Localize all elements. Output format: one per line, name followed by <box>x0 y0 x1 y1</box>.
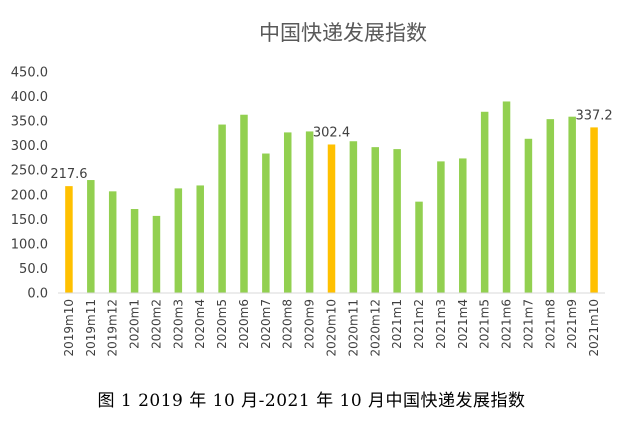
x-tick-label: 2021m2 <box>412 299 426 349</box>
x-tick-label: 2019m10 <box>62 299 76 357</box>
x-tick-label: 2020m1 <box>128 299 142 349</box>
bar-2021m9 <box>568 116 576 294</box>
x-tick-label: 2020m10 <box>325 299 339 357</box>
bar-2019m10 <box>65 186 73 293</box>
x-tick-label: 2021m8 <box>543 299 557 349</box>
y-tick-label: 200.0 <box>11 188 48 203</box>
x-tick-label: 2021m10 <box>587 299 601 357</box>
x-tick-label: 2020m9 <box>303 299 317 349</box>
y-tick-label: 250.0 <box>11 164 48 179</box>
x-tick-label: 2021m7 <box>521 299 535 349</box>
bar-2020m7 <box>262 153 270 293</box>
y-tick-label: 300.0 <box>11 139 48 154</box>
x-tick-label: 2021m3 <box>434 299 448 349</box>
x-tick-label: 2021m4 <box>456 299 470 349</box>
y-tick-label: 0.0 <box>27 287 48 302</box>
x-tick-label: 2020m5 <box>215 299 229 349</box>
y-axis: 0.0 50.0 100.0 150.0 200.0 250.0 300.0 350.0 400… <box>11 66 48 302</box>
y-tick-label: 400.0 <box>11 90 48 105</box>
y-tick-label: 350.0 <box>11 115 48 130</box>
y-tick-label: 450.0 <box>11 66 48 81</box>
bar-2019m12 <box>108 191 117 293</box>
figure-caption: 图 1 2019 年 10 月-2021 年 10 月中国快递发展指数 <box>97 391 526 411</box>
x-tick-label: 2021m5 <box>478 299 492 349</box>
bar-2021m4 <box>459 158 467 293</box>
x-tick-label: 2019m11 <box>84 299 98 357</box>
chart-title: 中国快递发展指数 <box>259 21 427 45</box>
bar-2019m11 <box>87 180 95 293</box>
data-label-2019m10: 217.6 <box>50 167 87 182</box>
bar-2021m8 <box>546 119 555 293</box>
x-tick-label: 2020m3 <box>171 299 185 349</box>
bar-2021m5 <box>480 111 489 293</box>
bar-2021m2 <box>415 201 423 293</box>
bar-2020m8 <box>283 132 292 293</box>
x-tick-label: 2021m9 <box>565 299 579 349</box>
bar-2021m7 <box>524 138 533 293</box>
bar-2020m12 <box>371 147 380 293</box>
bar-2021m1 <box>393 149 401 293</box>
bar-2020m4 <box>196 185 204 293</box>
y-tick-label: 150.0 <box>11 213 48 228</box>
x-tick-label: 2021m1 <box>390 299 404 349</box>
bar-2021m3 <box>437 161 445 293</box>
x-tick-label: 2020m4 <box>193 299 207 349</box>
bar-2020m9 <box>305 131 314 293</box>
data-label-2020m10: 302.4 <box>313 125 350 140</box>
bar-2021m6 <box>502 101 511 293</box>
bar-2020m3 <box>174 188 183 293</box>
x-tick-label: 2020m8 <box>281 299 295 349</box>
x-tick-label: 2021m6 <box>500 299 514 349</box>
x-tick-label: 2020m11 <box>346 299 360 357</box>
bar-2021m10 <box>590 127 598 293</box>
y-tick-label: 50.0 <box>19 262 48 277</box>
x-axis: 2019m10 2019m11 2019m12 2020m1 2020m2 2020m3 2… <box>62 299 601 357</box>
y-tick-label: 100.0 <box>11 237 48 252</box>
bar-2020m6 <box>240 114 248 293</box>
bar-2020m2 <box>152 215 161 293</box>
data-label-2021m10: 337.2 <box>575 108 612 123</box>
bar-2020m10 <box>327 144 336 293</box>
x-tick-label: 2020m2 <box>149 299 163 349</box>
bars <box>65 101 598 294</box>
bar-2020m5 <box>218 124 226 293</box>
data-labels: 217.6 302.4 337.2 <box>50 108 612 182</box>
x-tick-label: 2020m6 <box>237 299 251 349</box>
bar-2020m11 <box>349 141 358 293</box>
x-tick-label: 2020m12 <box>368 299 382 357</box>
bar-2020m1 <box>130 209 139 293</box>
x-tick-label: 2019m12 <box>106 299 120 357</box>
x-tick-label: 2020m7 <box>259 299 273 349</box>
